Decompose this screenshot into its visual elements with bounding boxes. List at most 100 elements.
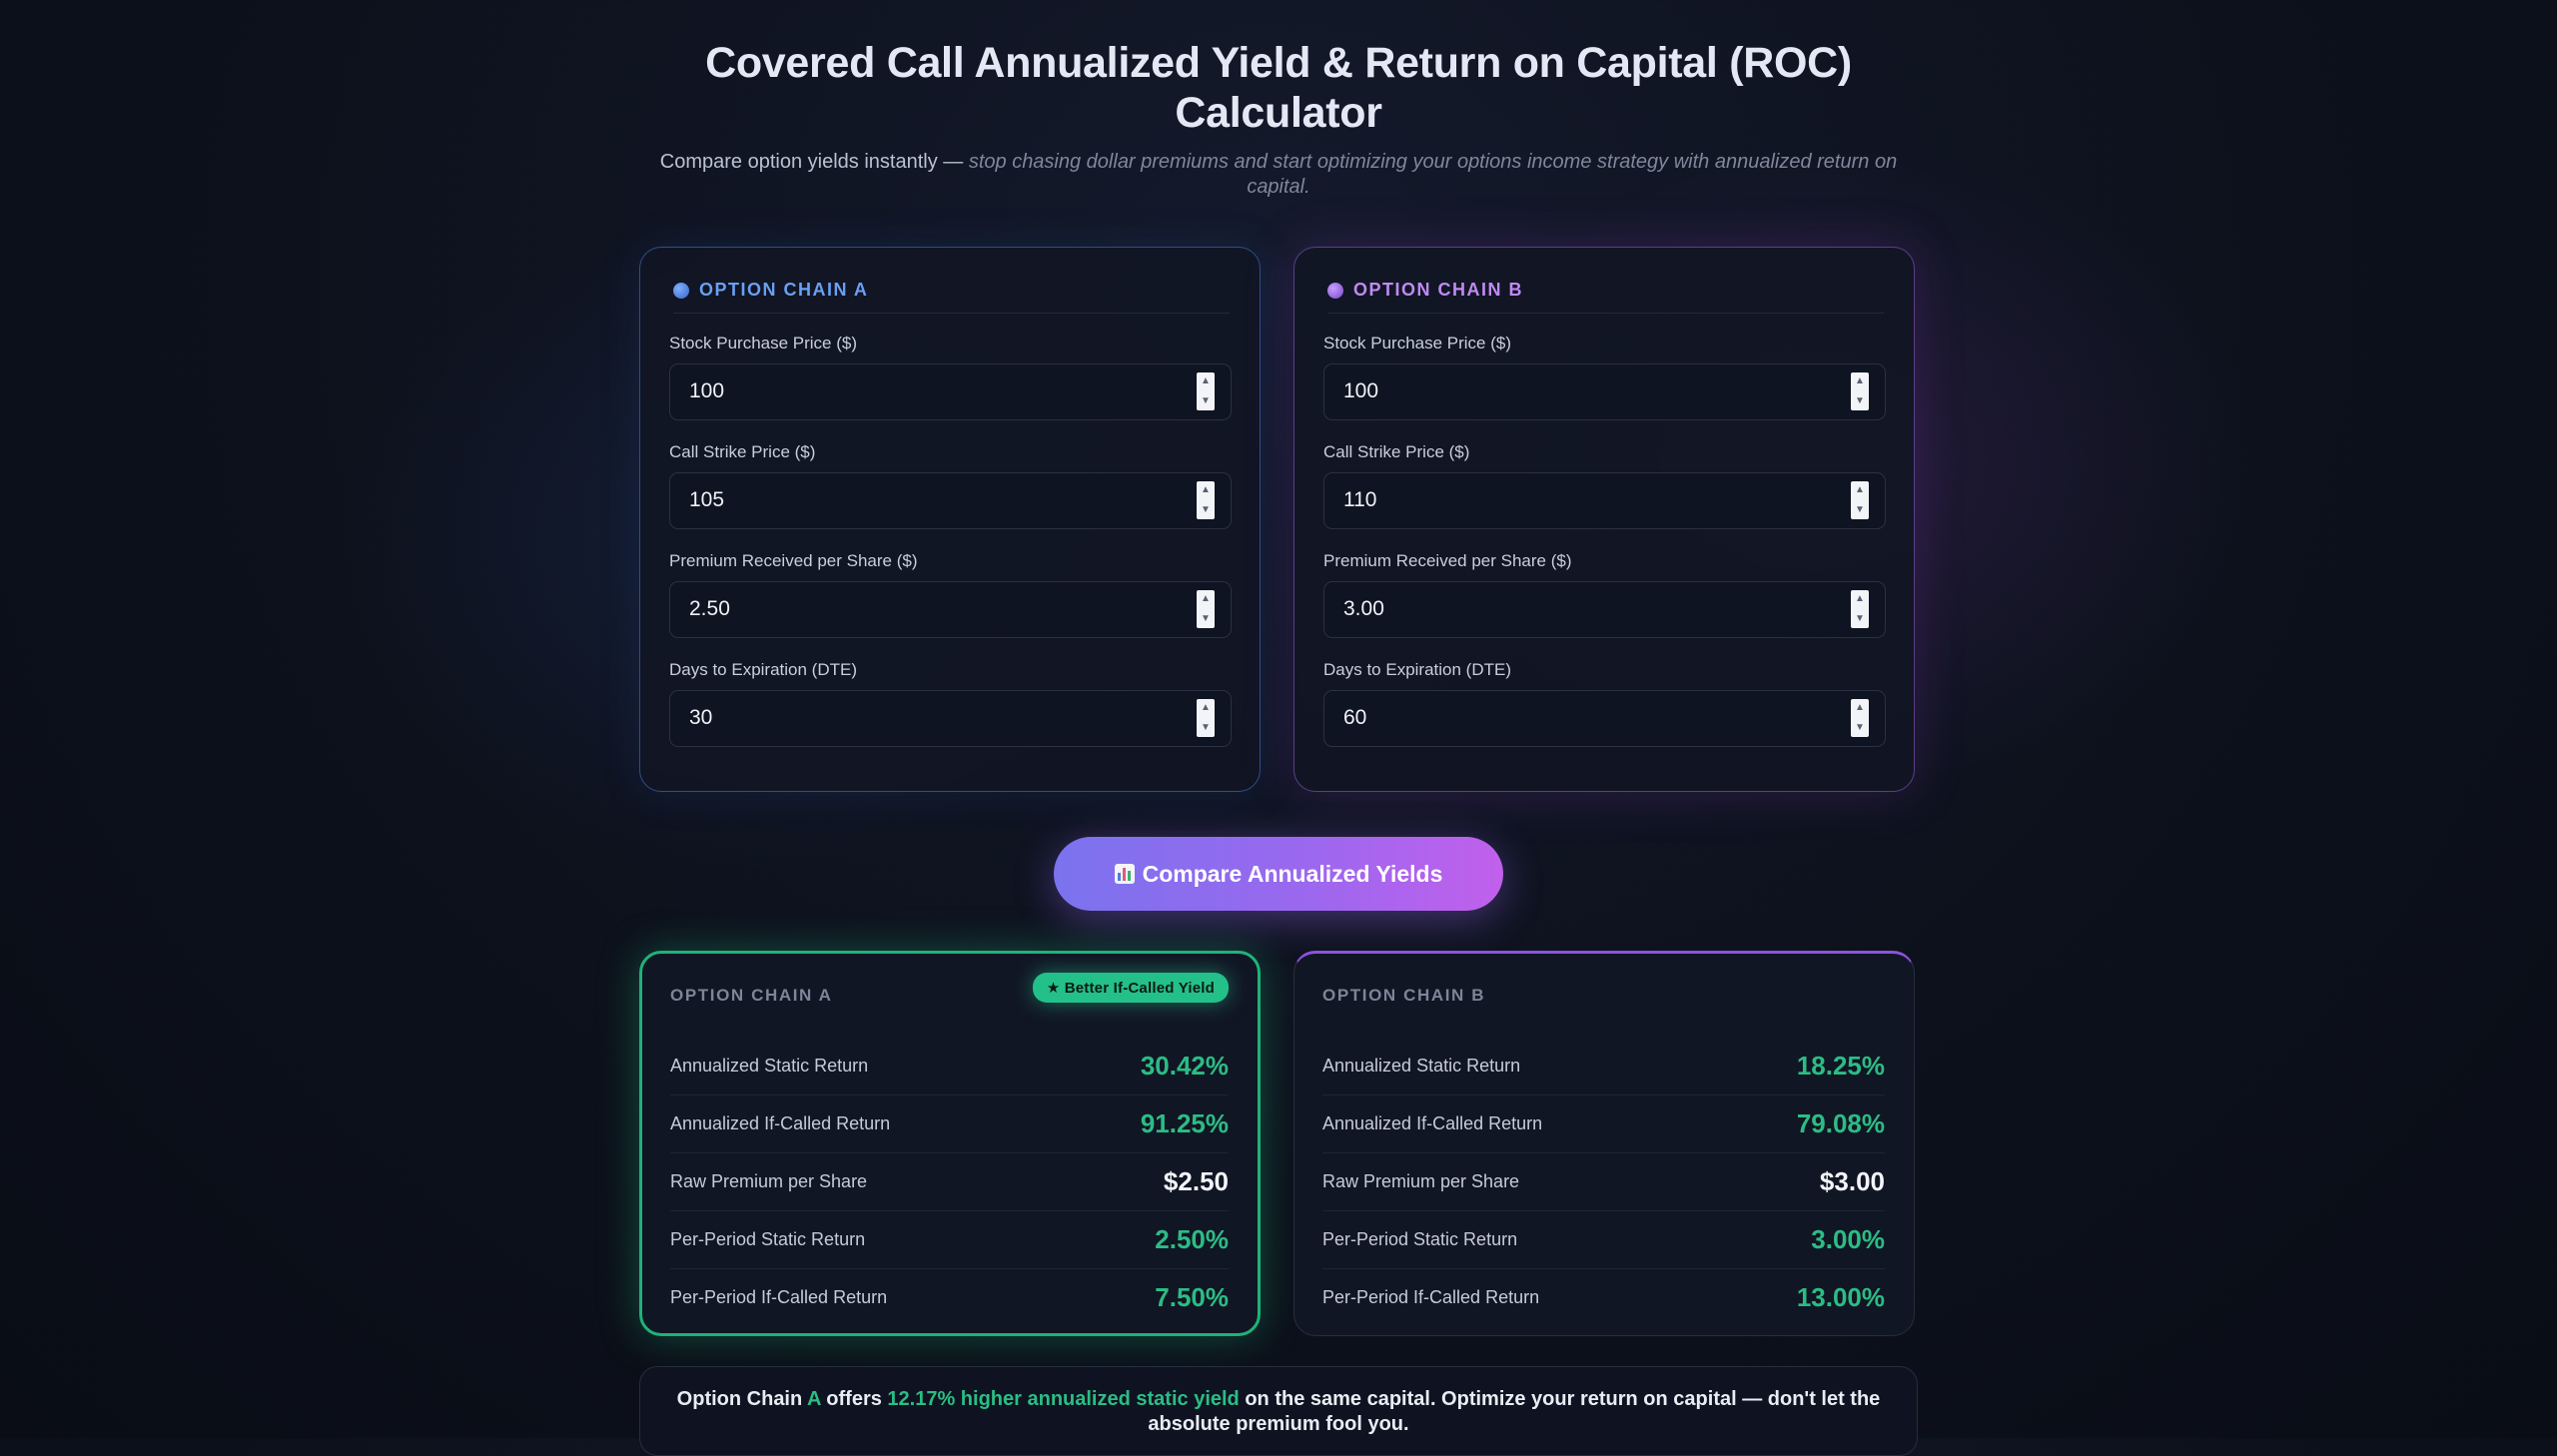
stock-price-label-b: Stock Purchase Price ($) — [1323, 334, 1512, 353]
premium-field-b: Premium Received per Share ($) 3.00 ▲ ▼ — [1323, 551, 1886, 638]
premium-label-a: Premium Received per Share ($) — [669, 551, 918, 570]
result-row: Per-Period If-Called Return 7.50% — [670, 1269, 1229, 1326]
metric-label: Annualized If-Called Return — [670, 1113, 891, 1133]
premium-input-a[interactable]: 2.50 ▲ ▼ — [669, 581, 1232, 638]
dte-value-b: 60 — [1343, 706, 1367, 729]
strike-price-field-a: Call Strike Price ($) 105 ▲ ▼ — [669, 442, 1232, 529]
dte-label-b: Days to Expiration (DTE) — [1323, 660, 1511, 679]
premium-value-a: 2.50 — [689, 597, 730, 620]
metric-value: 3.00% — [1811, 1224, 1885, 1254]
stepper-icon[interactable]: ▲ ▼ — [1197, 481, 1215, 519]
strike-price-label-a: Call Strike Price ($) — [669, 442, 816, 461]
result-row: Raw Premium per Share $3.00 — [1322, 1153, 1885, 1211]
result-a-header: OPTION CHAIN A ★ Better If-Called Yield — [670, 954, 1229, 1038]
subtitle-lead: Compare option yields instantly — — [659, 151, 964, 173]
metric-value: 7.50% — [1155, 1282, 1229, 1312]
verdict-chain: A — [807, 1388, 821, 1410]
page-subtitle: Compare option yields instantly — stop c… — [654, 150, 1903, 200]
metric-label: Annualized If-Called Return — [1322, 1113, 1543, 1133]
stepper-icon[interactable]: ▲ ▼ — [1197, 372, 1215, 410]
strike-price-label-b: Call Strike Price ($) — [1323, 442, 1470, 461]
stepper-icon[interactable]: ▲ ▼ — [1197, 590, 1215, 628]
result-row: Per-Period Static Return 3.00% — [1322, 1211, 1885, 1269]
premium-value-b: 3.00 — [1343, 597, 1384, 620]
stepper-icon[interactable]: ▲ ▼ — [1197, 699, 1215, 737]
metric-value: 13.00% — [1796, 1282, 1885, 1312]
strike-price-input-b[interactable]: 110 ▲ ▼ — [1323, 472, 1886, 529]
premium-field-a: Premium Received per Share ($) 2.50 ▲ ▼ — [669, 551, 1232, 638]
result-card-b: OPTION CHAIN B Annualized Static Return … — [1293, 951, 1915, 1336]
option-chain-a-card: OPTION CHAIN A Stock Purchase Price ($) … — [639, 247, 1261, 792]
verdict-highlight: 12.17% higher annualized static yield — [887, 1388, 1240, 1410]
metric-value: 18.25% — [1796, 1051, 1885, 1081]
result-row: Annualized If-Called Return 79.08% — [1322, 1095, 1885, 1153]
metric-value: 30.42% — [1140, 1051, 1229, 1081]
result-row: Raw Premium per Share $2.50 — [670, 1153, 1229, 1211]
calculator-page: Covered Call Annualized Yield & Return o… — [639, 0, 1918, 1456]
option-chain-b-title: OPTION CHAIN B — [1353, 280, 1524, 300]
stock-price-label-a: Stock Purchase Price ($) — [669, 334, 858, 353]
dte-input-a[interactable]: 30 ▲ ▼ — [669, 690, 1232, 747]
metric-value: 2.50% — [1155, 1224, 1229, 1254]
verdict-text-1: Option Chain — [676, 1388, 808, 1410]
result-b-title: OPTION CHAIN B — [1322, 986, 1486, 1005]
result-row: Per-Period If-Called Return 13.00% — [1322, 1269, 1885, 1326]
stock-price-input-a[interactable]: 100 ▲ ▼ — [669, 364, 1232, 420]
stock-price-field-b: Stock Purchase Price ($) 100 ▲ ▼ — [1323, 334, 1886, 420]
metric-label: Annualized Static Return — [670, 1056, 869, 1076]
stock-price-input-b[interactable]: 100 ▲ ▼ — [1323, 364, 1886, 420]
option-chain-b-card: OPTION CHAIN B Stock Purchase Price ($) … — [1293, 247, 1915, 792]
blue-dot-icon — [673, 282, 689, 299]
dte-input-b[interactable]: 60 ▲ ▼ — [1323, 690, 1886, 747]
result-b-header: OPTION CHAIN B — [1322, 954, 1885, 1038]
results-section: OPTION CHAIN A ★ Better If-Called Yield … — [639, 951, 1918, 1336]
metric-label: Raw Premium per Share — [1322, 1171, 1520, 1191]
subtitle-italic: stop chasing dollar premiums and start o… — [968, 151, 1898, 198]
dte-field-a: Days to Expiration (DTE) 30 ▲ ▼ — [669, 660, 1232, 747]
metric-label: Per-Period If-Called Return — [670, 1287, 888, 1307]
premium-label-b: Premium Received per Share ($) — [1323, 551, 1572, 570]
verdict-bold: return on capital — [1579, 1388, 1737, 1410]
metric-label: Annualized Static Return — [1322, 1056, 1521, 1076]
stepper-icon[interactable]: ▲ ▼ — [1851, 481, 1869, 519]
premium-input-b[interactable]: 3.00 ▲ ▼ — [1323, 581, 1886, 638]
option-chain-a-title: OPTION CHAIN A — [699, 280, 869, 300]
strike-price-input-a[interactable]: 105 ▲ ▼ — [669, 472, 1232, 529]
stock-price-value-a: 100 — [689, 379, 725, 402]
input-cards: OPTION CHAIN A Stock Purchase Price ($) … — [639, 247, 1918, 794]
purple-dot-icon — [1327, 282, 1343, 299]
strike-price-value-a: 105 — [689, 488, 725, 511]
dte-label-a: Days to Expiration (DTE) — [669, 660, 857, 679]
stepper-icon[interactable]: ▲ ▼ — [1851, 590, 1869, 628]
metric-label: Raw Premium per Share — [670, 1171, 868, 1191]
stepper-icon[interactable]: ▲ ▼ — [1851, 372, 1869, 410]
verdict-text-4: — don't let the absolute premium fool yo… — [1148, 1388, 1881, 1435]
verdict-text-3: on the same capital. Optimize your — [1239, 1388, 1580, 1410]
option-chain-a-heading: OPTION CHAIN A — [673, 280, 1230, 314]
result-row: Annualized Static Return 18.25% — [1322, 1038, 1885, 1095]
stock-price-field-a: Stock Purchase Price ($) 100 ▲ ▼ — [669, 334, 1232, 420]
metric-label: Per-Period Static Return — [670, 1229, 866, 1249]
dte-field-b: Days to Expiration (DTE) 60 ▲ ▼ — [1323, 660, 1886, 747]
stepper-icon[interactable]: ▲ ▼ — [1851, 699, 1869, 737]
option-chain-b-heading: OPTION CHAIN B — [1327, 280, 1884, 314]
verdict-banner: Option Chain A offers 12.17% higher annu… — [639, 1366, 1918, 1456]
metric-value: 79.08% — [1796, 1108, 1885, 1138]
metric-label: Per-Period If-Called Return — [1322, 1287, 1540, 1307]
result-row: Annualized If-Called Return 91.25% — [670, 1095, 1229, 1153]
result-row: Per-Period Static Return 2.50% — [670, 1211, 1229, 1269]
result-a-title: OPTION CHAIN A — [670, 986, 833, 1005]
dte-value-a: 30 — [689, 706, 713, 729]
result-row: Annualized Static Return 30.42% — [670, 1038, 1229, 1095]
metric-value: $2.50 — [1163, 1166, 1229, 1196]
strike-price-field-b: Call Strike Price ($) 110 ▲ ▼ — [1323, 442, 1886, 529]
result-card-a: OPTION CHAIN A ★ Better If-Called Yield … — [639, 951, 1261, 1336]
better-yield-badge: ★ Better If-Called Yield — [1032, 973, 1229, 1003]
stock-price-value-b: 100 — [1343, 379, 1379, 402]
metric-value: $3.00 — [1819, 1166, 1885, 1196]
compare-button[interactable]: Compare Annualized Yields — [1054, 837, 1503, 911]
page-title: Covered Call Annualized Yield & Return o… — [705, 39, 1852, 137]
bar-chart-icon — [1114, 864, 1135, 884]
compare-button-label: Compare Annualized Yields — [1142, 861, 1443, 887]
metric-label: Per-Period Static Return — [1322, 1229, 1518, 1249]
